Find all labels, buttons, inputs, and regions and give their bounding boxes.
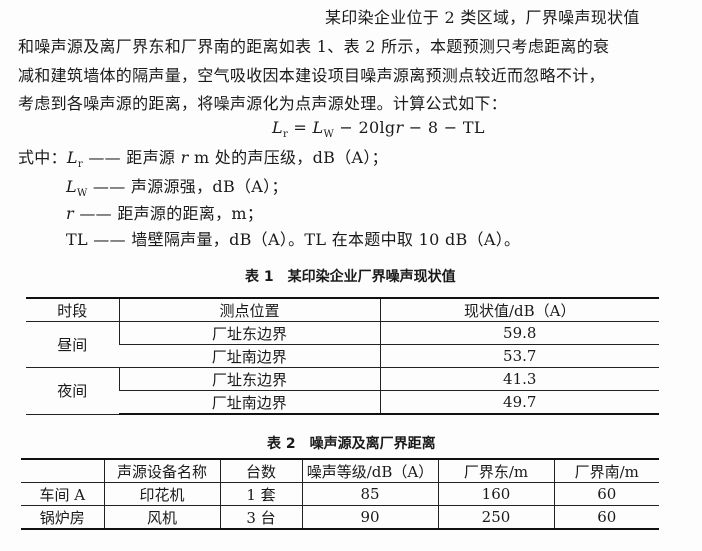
value-cell: 49.7 [379,390,659,415]
source-cell: 车间 A [21,482,104,506]
device-cell: 印花机 [103,482,220,506]
location-cell: 厂址东边界 [118,321,380,345]
period-cell: 昼间 [26,321,119,368]
table1-caption: 表 1 某印染企业厂界噪声现状值 [245,269,456,285]
table-row: 锅炉房 风机 3 台 90 250 60 [21,505,659,530]
source-cell: 锅炉房 [21,505,104,530]
paragraph-line: 和噪声源及离厂界东和厂界南的距离如表 1、表 2 所示，本题预测只考虑距离的衰 [18,37,610,56]
table-header-row: 时段 测点位置 现状值/dB（A） [26,297,659,322]
header-cell: 厂界东/m [437,458,554,483]
paragraph-line: 减和建筑墙体的隔声量，空气吸收因本建设项目噪声源离预测点较近而忽略不计， [18,66,605,85]
value-cell: 41.3 [379,367,659,391]
location-cell: 厂址南边界 [119,344,380,368]
level-cell: 90 [301,505,438,530]
location-cell: 厂址东边界 [118,367,380,391]
header-cell: 测点位置 [118,297,380,322]
header-cell [21,458,104,483]
header-cell: 声源设备名称 [103,458,220,483]
table-row: 厂址南边界 53.7 [26,344,659,368]
east-distance-cell: 250 [437,505,554,530]
definition-line: TL —— 墙壁隔声量，dB（A）。TL 在本题中取 10 dB（A）。 [66,230,521,249]
device-cell: 风机 [103,505,220,530]
east-distance-cell: 160 [437,482,554,506]
level-cell: 85 [301,482,438,506]
definition-line: LW —— 声源源强，dB（A）； [66,177,288,200]
table-header-row: 声源设备名称 台数 噪声等级/dB（A） 厂界东/m 厂界南/m [21,458,659,483]
paragraph-line: 考虑到各噪声源的距离，将噪声源化为点声源处理。计算公式如下： [18,94,508,113]
header-cell: 厂界南/m [553,458,659,483]
paragraph-line: 某印染企业位于 2 类区域，厂界噪声现状值 [325,8,640,27]
table2-caption: 表 2 噪声源及离厂界距离 [267,436,436,452]
header-cell: 现状值/dB（A） [379,297,659,322]
definition-line: 式中：Lr —— 距声源 r m 处的声压级，dB（A）； [18,148,388,171]
header-cell: 噪声等级/dB（A） [301,458,438,483]
value-cell: 53.7 [379,344,659,368]
table2: 声源设备名称 台数 噪声等级/dB（A） 厂界东/m 厂界南/m 车间 A 印花… [21,458,659,530]
table1: 时段 测点位置 现状值/dB（A） 昼间 厂址东边界 59.8 厂址南边界 53… [26,297,659,415]
south-distance-cell: 60 [553,505,659,530]
table-row: 厂址南边界 49.7 [26,390,659,415]
formula: Lr = LW − 20lgr − 8 − TL [272,118,485,141]
definition-line: r —— 距声源的距离，m； [66,204,264,223]
count-cell: 1 套 [219,482,302,506]
value-cell: 59.8 [379,321,659,345]
south-distance-cell: 60 [553,482,659,506]
header-cell: 台数 [219,458,302,483]
count-cell: 3 台 [219,505,302,530]
header-cell: 时段 [26,297,119,322]
table-row: 昼间 厂址东边界 59.8 [26,321,659,368]
location-cell: 厂址南边界 [119,390,380,415]
table-row: 夜间 厂址东边界 41.3 [26,367,659,415]
table-row: 车间 A 印花机 1 套 85 160 60 [21,482,659,506]
period-cell: 夜间 [26,367,119,415]
